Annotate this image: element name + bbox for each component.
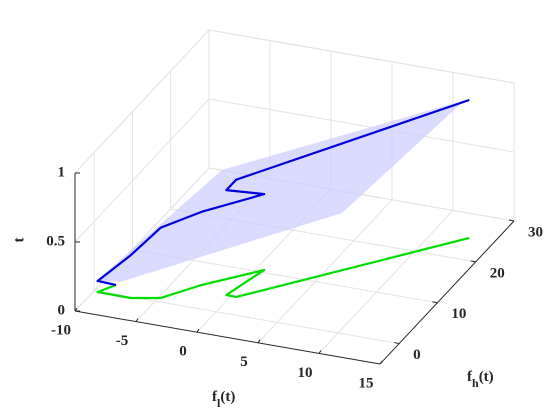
y-tick-label: 30: [528, 224, 543, 240]
x-tick: [318, 350, 322, 354]
x-label-sub: l: [217, 396, 221, 410]
x-tick-label: 5: [240, 354, 248, 370]
series-line: [96, 98, 470, 287]
series-line: [96, 236, 470, 300]
y-axis-label: fh(t): [467, 369, 494, 389]
x-label-rest: (t): [220, 389, 235, 405]
y-label-rest: (t): [479, 369, 494, 385]
x-tick-label: 10: [298, 365, 313, 381]
shaded-band: [96, 100, 465, 282]
x-tick: [379, 360, 383, 365]
z-tick-label: 1: [58, 164, 66, 180]
y-label-base: f: [467, 369, 473, 385]
y-tick-label: 20: [490, 265, 505, 281]
y-tick: [508, 219, 515, 222]
x-tick-label: 0: [179, 344, 187, 360]
z-tick-label: 0: [58, 302, 66, 318]
x-tick-label: 15: [359, 375, 374, 391]
y-tick: [470, 260, 476, 263]
x-tick: [135, 318, 139, 322]
x-axis-label: fl(t): [212, 389, 235, 409]
x-axis: [74, 310, 381, 365]
y-axis: [379, 220, 515, 365]
y-tick: [432, 301, 438, 304]
x-tick: [257, 339, 261, 344]
x-tick: [196, 328, 200, 333]
z-axis-label: t: [11, 238, 27, 243]
x-label-base: f: [212, 389, 218, 405]
y-label-sub: h: [472, 376, 479, 390]
x-tick-label: -10: [51, 322, 71, 338]
y-tick-label: 0: [413, 347, 421, 363]
z-tick-label: 0.5: [46, 233, 65, 249]
y-tick-label: 10: [451, 306, 466, 322]
y-tick: [394, 342, 400, 345]
x-tick: [74, 307, 78, 312]
x-tick-label: -5: [116, 333, 129, 349]
data-layer: [96, 98, 470, 300]
grid-line: [74, 29, 515, 174]
